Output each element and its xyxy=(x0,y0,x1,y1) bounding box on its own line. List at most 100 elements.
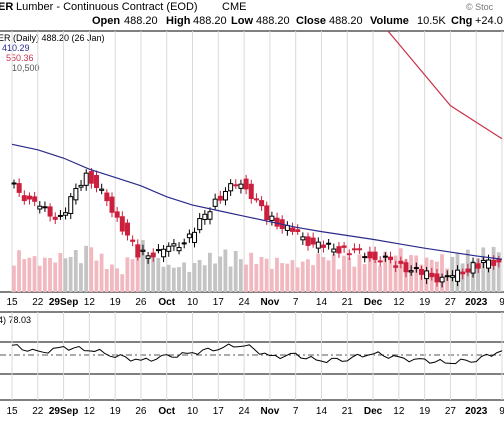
x-tick-label-bottom-14: Dec xyxy=(364,406,383,417)
candle-body-9-1 xyxy=(248,183,254,200)
chart-header: ER Lumber - Continuous Contract (EOD) CM… xyxy=(0,0,504,30)
candle-body-1-4 xyxy=(57,214,63,217)
x-tick-label-bottom-0: 15 xyxy=(6,406,18,417)
candle-body-16-1 xyxy=(429,272,435,278)
volume-bar-7-0 xyxy=(192,263,197,292)
volume-bar-8-0 xyxy=(218,256,223,292)
volume-bar-4-4 xyxy=(135,251,140,292)
candle-body-0-3 xyxy=(26,195,32,200)
candle-body-5-0 xyxy=(140,249,146,252)
x-tick-label-bottom-5: 26 xyxy=(135,406,147,417)
volume-bar-18-0 xyxy=(476,258,481,292)
volume-bar-10-1 xyxy=(275,257,279,292)
candle-body-9-4 xyxy=(264,205,270,221)
volume-bar-1-0 xyxy=(37,265,42,292)
volume-bar-13-0 xyxy=(347,257,352,292)
ma-blue-line xyxy=(11,143,503,260)
candle-body-14-3 xyxy=(388,256,394,260)
x-tick-label-top-6: Oct xyxy=(158,297,175,308)
x-tick-label-bottom-18: 2023 xyxy=(465,406,488,417)
candle-body-4-3 xyxy=(130,239,136,242)
volume-bar-11-2 xyxy=(306,259,310,292)
volume-bar-1-3 xyxy=(53,262,58,292)
volume-bar-1-2 xyxy=(48,257,52,292)
volume-bar-12-3 xyxy=(336,269,341,292)
high-label: High xyxy=(166,15,191,27)
volume-bar-14-4 xyxy=(393,255,398,292)
x-tick-label-top-16: 19 xyxy=(419,297,431,308)
candle-body-6-2 xyxy=(176,247,182,252)
volume-bar-0-3 xyxy=(27,257,32,292)
candle-body-3-2 xyxy=(99,188,105,191)
volume-bar-16-3 xyxy=(440,254,444,292)
volume-bar-0-4 xyxy=(32,256,37,292)
volume-bar-12-4 xyxy=(342,255,346,292)
candle-body-2-3 xyxy=(78,184,84,188)
candle-body-15-3 xyxy=(413,267,419,270)
moving-averages xyxy=(11,30,503,260)
candle-body-8-3 xyxy=(233,184,239,187)
x-tick-label-top-15: 12 xyxy=(393,297,405,308)
volume-bar-5-1 xyxy=(146,257,150,292)
candle-body-11-3 xyxy=(310,237,316,245)
volume-bar-18-2 xyxy=(486,262,491,292)
volume-bar-14-1 xyxy=(378,265,383,292)
candle-body-14-4 xyxy=(393,265,399,268)
candle-body-18-4 xyxy=(496,258,502,263)
low-label: Low xyxy=(231,15,253,27)
legend-volume: 10,500 xyxy=(12,63,40,73)
volume-bar-3-4 xyxy=(110,264,114,292)
candle-body-7-0 xyxy=(192,231,198,243)
volume-bar-10-0 xyxy=(269,268,274,292)
candle-body-0-2 xyxy=(21,195,27,202)
volume-bar-7-3 xyxy=(208,252,212,292)
chg-label: Chg xyxy=(451,15,473,27)
candle-body-5-2 xyxy=(150,252,156,258)
candle-body-12-0 xyxy=(320,244,326,248)
candle-body-0-1 xyxy=(16,183,22,193)
volume-bar-14-3 xyxy=(388,256,393,292)
x-tick-label-bottom-8: 17 xyxy=(213,406,225,417)
candle-body-0-4 xyxy=(32,196,38,202)
volume-bar-10-2 xyxy=(280,263,285,292)
volume-bar-14-0 xyxy=(373,252,377,292)
candle-body-15-1 xyxy=(403,262,409,273)
price-candles xyxy=(11,167,502,288)
instrument-name: Lumber - Continuous Contract (EOD) xyxy=(16,1,198,13)
candle-body-5-3 xyxy=(155,249,161,252)
candle-body-10-0 xyxy=(269,215,275,221)
volume-bar-5-0 xyxy=(140,240,145,292)
candle-body-2-4 xyxy=(83,172,89,186)
candle-body-17-4 xyxy=(470,262,476,274)
x-tick-label-top-2: 29Sep xyxy=(49,297,78,308)
candle-body-6-1 xyxy=(171,243,177,247)
candle-body-8-4 xyxy=(238,183,244,189)
volume-bar-6-3 xyxy=(182,262,187,292)
volume-bar-3-3 xyxy=(104,268,109,292)
volume-bar-11-4 xyxy=(316,253,321,292)
volume-bar-3-1 xyxy=(94,260,99,292)
volume-bar-11-0 xyxy=(295,267,300,292)
x-tick-label-bottom-3: 12 xyxy=(84,406,96,417)
volume-bar-7-4 xyxy=(213,263,217,292)
volume-bar-10-4 xyxy=(290,260,295,292)
candle-body-7-4 xyxy=(212,198,218,207)
volume-bar-3-0 xyxy=(89,247,94,292)
candle-body-15-2 xyxy=(408,270,414,273)
candle-body-13-4 xyxy=(367,251,373,259)
volume-bar-13-4 xyxy=(367,255,372,292)
indicator-line xyxy=(11,343,503,365)
x-tick-label-bottom-15: 12 xyxy=(393,406,405,417)
volume-bar-8-4 xyxy=(238,259,243,292)
volume-bar-15-0 xyxy=(398,248,403,292)
volume-bar-12-1 xyxy=(326,260,331,292)
candle-body-16-3 xyxy=(439,276,445,283)
candle-body-16-4 xyxy=(444,275,450,278)
volume-bar-4-0 xyxy=(115,268,119,292)
grid-lines xyxy=(11,31,503,400)
candle-body-2-1 xyxy=(68,196,74,214)
x-axis-labels-indicator: 15 22 29Sep 12 19 26 Oct 10 17 24 Nov 7 14 21 Dec 12 19 2… xyxy=(6,406,504,417)
candle-body-14-0 xyxy=(372,251,378,260)
volume-bar-5-4 xyxy=(161,266,166,292)
legend-ma1: 410.29 xyxy=(2,43,30,53)
